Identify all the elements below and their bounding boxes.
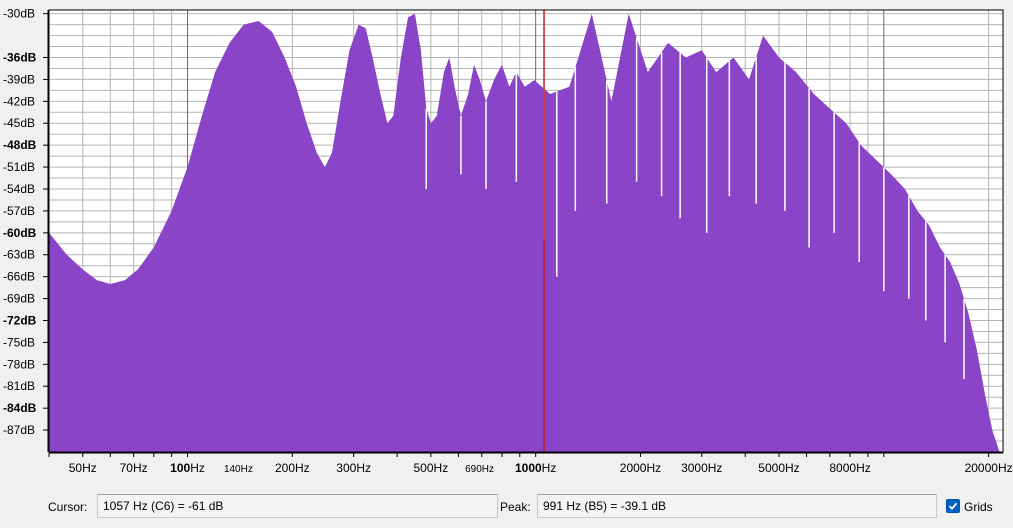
y-tick-label: -69dB	[3, 292, 35, 306]
y-tick-label: -51dB	[3, 160, 35, 174]
y-tick-label: -60dB	[3, 226, 37, 240]
x-tick-label: 200Hz	[275, 461, 310, 475]
x-tick-label: 50Hz	[69, 461, 97, 475]
x-tick-label: 500Hz	[414, 461, 449, 475]
status-bar: Cursor: 1057 Hz (C6) = -61 dB Peak: 991 …	[0, 488, 1013, 528]
x-tick-label: 140Hz	[224, 464, 253, 475]
peak-readout-field: 991 Hz (B5) = -39.1 dB	[537, 494, 937, 518]
y-tick-label: -72dB	[3, 313, 37, 327]
y-tick-label: -84dB	[3, 401, 37, 415]
peak-label: Peak:	[500, 500, 531, 514]
y-tick-label: -81dB	[3, 379, 35, 393]
y-tick-label: -75dB	[3, 335, 35, 349]
y-tick-label: -39dB	[3, 72, 35, 86]
x-tick-label: 100Hz	[170, 461, 205, 475]
y-tick-label: -87dB	[3, 423, 35, 437]
spectrum-plot[interactable]: -30dB -36dB -39dB -42dB -45dB -48dB -51dB -54dB…	[0, 0, 1013, 480]
y-tick-label: -54dB	[3, 182, 35, 196]
spectrum-fill	[49, 13, 1000, 452]
x-tick-label: 20000Hz	[965, 461, 1013, 475]
plot-area[interactable]	[48, 9, 1004, 453]
y-tick-label: -57dB	[3, 204, 35, 218]
y-tick-label: -78dB	[3, 357, 35, 371]
grids-checkbox[interactable]	[946, 499, 960, 513]
cursor-readout-field: 1057 Hz (C6) = -61 dB	[97, 494, 498, 518]
x-tick-label: 690Hz	[465, 464, 494, 475]
y-tick-label: -36dB	[3, 50, 37, 64]
cursor-readout-text: 1057 Hz (C6) = -61 dB	[103, 499, 224, 513]
plot-frame	[48, 9, 1004, 453]
x-tick-label: 1000Hz	[515, 461, 556, 475]
y-tick-label: -66dB	[3, 270, 35, 284]
grids-label: Grids	[964, 500, 993, 514]
peak-readout-text: 991 Hz (B5) = -39.1 dB	[543, 499, 667, 513]
y-tick-label: -30dB	[3, 7, 35, 21]
y-tick-label: -63dB	[3, 248, 35, 262]
y-axis: -30dB -36dB -39dB -42dB -45dB -48dB -51dB -54dB…	[3, 7, 49, 452]
y-tick-label: -45dB	[3, 116, 35, 130]
x-axis: 50Hz 70Hz 100Hz 140Hz 200Hz 300Hz 500Hz 690Hz 10…	[48, 452, 1013, 475]
y-tick-label: -48dB	[3, 138, 37, 152]
x-tick-label: 70Hz	[120, 461, 148, 475]
checkmark-icon	[948, 502, 958, 510]
x-tick-label: 8000Hz	[829, 461, 870, 475]
x-tick-label: 3000Hz	[681, 461, 722, 475]
x-tick-label: 5000Hz	[758, 461, 799, 475]
y-tick-label: -42dB	[3, 94, 35, 108]
cursor-label: Cursor:	[48, 500, 88, 514]
x-tick-label: 2000Hz	[620, 461, 661, 475]
x-tick-label: 300Hz	[336, 461, 371, 475]
